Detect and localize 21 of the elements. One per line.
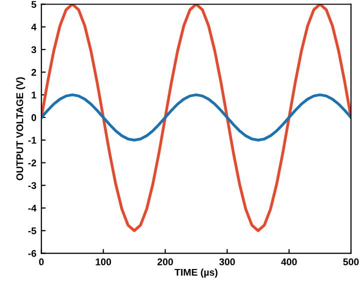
x-tick-label: 200: [157, 258, 173, 266]
x-tick-label: 0: [39, 258, 44, 266]
y-axis-title: OUTPUT VOLTAGE (V): [16, 77, 26, 180]
y-tick-label: 4: [31, 24, 36, 30]
y-tick-label: -5: [28, 227, 36, 234]
y-tick-label: -4: [28, 204, 36, 212]
y-tick-label: 5: [31, 1, 36, 8]
y-tick-label: 2: [31, 68, 36, 76]
x-tick-label: 300: [219, 258, 235, 266]
line-series: [41, 93, 351, 142]
y-tick-label: -1: [28, 136, 36, 144]
y-tick-label: 1: [32, 92, 36, 98]
y-tick-label: 0: [32, 114, 36, 122]
y-tick-label: -3: [28, 182, 36, 189]
x-tick-label: 400: [281, 258, 297, 266]
y-tick-label: -2: [28, 159, 36, 166]
x-axis-title: TIME (µs): [174, 268, 218, 278]
x-tick-label: 500: [343, 258, 359, 266]
y-tick-label: -6: [28, 250, 36, 257]
y-tick-label: 3: [31, 46, 36, 54]
x-tick-label: 100: [96, 258, 112, 266]
